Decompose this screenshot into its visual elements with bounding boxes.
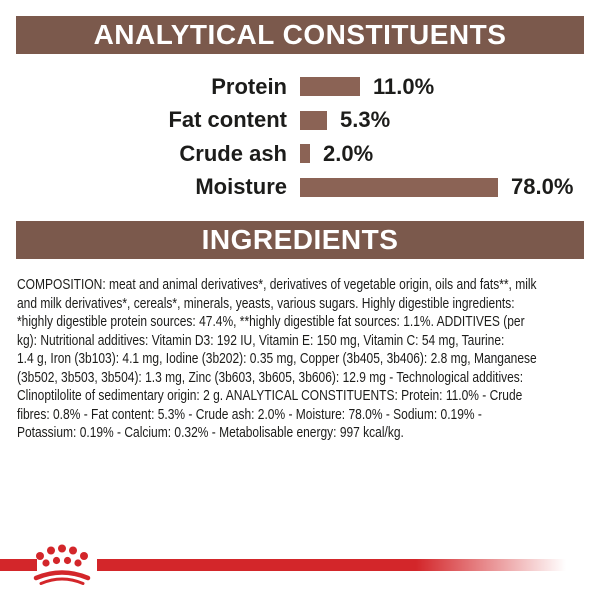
nutrient-label: Moisture xyxy=(195,174,287,200)
chart-row: Protein 11.0% xyxy=(0,70,600,104)
ingredients-line: and milk derivatives*, cereals*, mineral… xyxy=(17,294,515,312)
chart-row: Crude ash 2.0% xyxy=(0,137,600,171)
nutrient-value: 2.0% xyxy=(323,140,374,166)
nutrient-bar xyxy=(300,177,498,197)
red-rule-right xyxy=(97,559,566,571)
nutrient-bar xyxy=(300,144,310,164)
nutrient-label: Fat content xyxy=(168,107,287,133)
ingredients-header: INGREDIENTS xyxy=(16,221,584,259)
ingredients-line: Potassium: 0.19% - Calcium: 0.32% - Meta… xyxy=(17,424,404,441)
royal-canin-crown-icon xyxy=(33,544,91,585)
nutrient-label: Protein xyxy=(211,73,287,99)
ingredients-line: 1.4 g, Iron (3b103): 4.1 mg, Iodine (3b2… xyxy=(17,350,537,367)
nutrient-value: 11.0% xyxy=(373,73,435,99)
footer-rule xyxy=(0,544,600,594)
chart-row: Fat content 5.3% xyxy=(0,104,600,138)
analytical-constituents-header: ANALYTICAL CONSTITUENTS xyxy=(16,16,584,54)
nutrient-value: 78.0% xyxy=(511,174,574,200)
chart-row: Moisture 78.0% xyxy=(0,171,600,205)
ingredients-text: COMPOSITION: meat and animal derivatives… xyxy=(17,276,597,443)
ingredients-line: kg): Nutritional additives: Vitamin D3: … xyxy=(17,331,505,349)
nutrient-bar xyxy=(300,110,327,130)
nutrient-bar xyxy=(300,77,360,97)
ingredients-line: Clinoptilolite of sedimentary origin: 2 … xyxy=(17,387,523,404)
ingredients-line: (3b502, 3b503, 3b504): 1.3 mg, Zinc (3b6… xyxy=(17,368,524,386)
analytical-bar-chart: Protein 11.0% Fat content 5.3% Crude ash 2.0%… xyxy=(0,70,600,204)
ingredients-line: COMPOSITION: meat and animal derivatives… xyxy=(17,276,537,293)
nutrient-value: 5.3% xyxy=(340,107,391,133)
nutrient-label: Crude ash xyxy=(179,140,287,166)
red-rule-left xyxy=(0,559,37,571)
ingredients-line: fibres: 0.8% - Fat content: 5.3% - Crude… xyxy=(17,405,482,423)
ingredients-line: *highly digestible protein sources: 47.4… xyxy=(17,313,525,330)
